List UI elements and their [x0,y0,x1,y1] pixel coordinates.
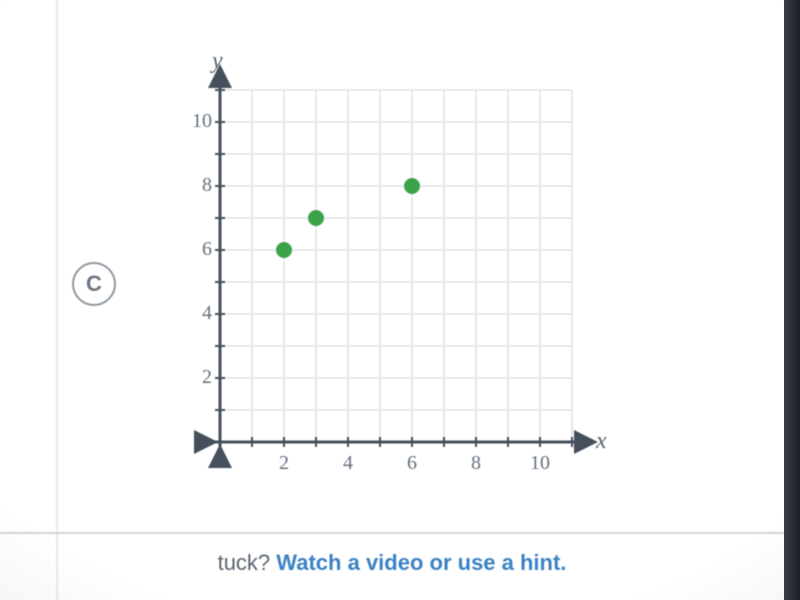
scatter-chart: yx246810246810 [160,60,602,482]
x-tick-label: 4 [336,452,360,475]
y-tick-label: 10 [176,110,212,133]
photo-right-edge [784,0,800,600]
option-letter: C [86,271,102,297]
y-tick-label: 8 [176,174,212,197]
data-point [276,242,292,258]
vertical-divider [56,0,58,600]
x-tick-label: 2 [272,452,296,475]
y-tick-label: 4 [176,302,212,325]
horizontal-divider [0,532,784,534]
hint-row: tuck? Watch a video or use a hint. [0,550,784,576]
chart-plot-area: yx246810246810 [160,60,602,482]
hint-prefix: tuck? [218,550,271,575]
y-tick-label: 2 [176,366,212,389]
x-tick-label: 6 [400,452,424,475]
y-axis-label: y [212,48,223,75]
x-tick-label: 10 [528,452,552,475]
page: C y x 2 4 6 8 10 2 4 6 8 10 tuck? Watch a video or … [0,0,784,600]
hint-link[interactable]: Watch a video or use a hint. [276,550,566,575]
x-axis-label: x [596,428,607,455]
option-badge[interactable]: C [72,262,116,306]
data-point [404,178,420,194]
chart-svg [160,60,602,482]
data-point [308,210,324,226]
y-tick-label: 6 [176,238,212,261]
x-tick-label: 8 [464,452,488,475]
